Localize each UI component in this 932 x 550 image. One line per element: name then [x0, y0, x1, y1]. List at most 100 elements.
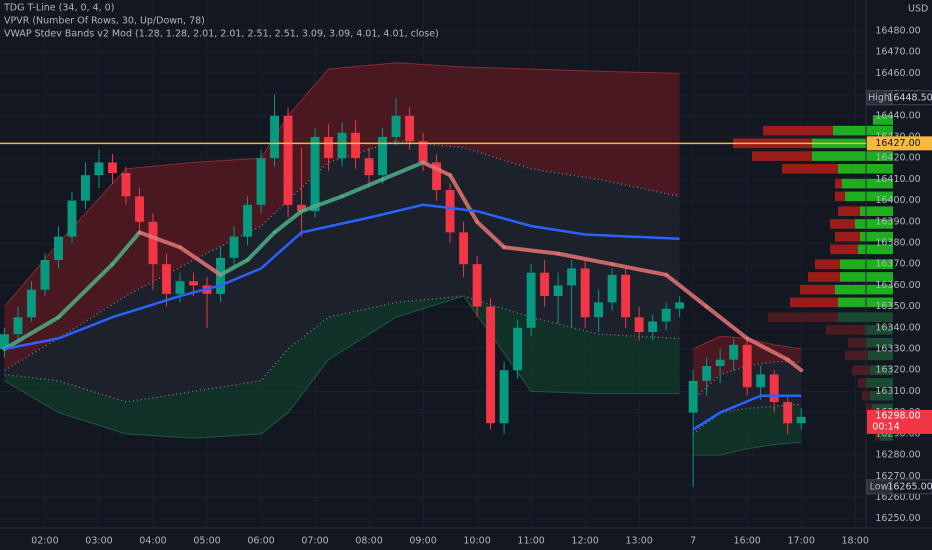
y-tick-label: 16410.00: [875, 174, 920, 185]
y-tick-label: 16460.00: [875, 68, 920, 79]
y-tick-label: 16250.00: [875, 513, 920, 524]
profile-up: [812, 151, 893, 161]
tline-segment: [110, 230, 142, 267]
candle-body: [0, 334, 9, 350]
candle-body: [688, 380, 698, 413]
x-tick-label: 11:00: [517, 536, 544, 547]
y-tick-label: 16270.00: [875, 471, 920, 482]
tline-segment: [556, 251, 615, 267]
tline-segment: [380, 160, 426, 182]
profile-up: [870, 390, 893, 401]
candle-body: [27, 289, 36, 318]
profile-up: [858, 244, 893, 255]
tline-segment: [704, 304, 750, 341]
profile-down: [768, 312, 838, 323]
candle-body: [729, 344, 739, 360]
lower-band-line: [693, 441, 802, 456]
candle-body: [553, 285, 563, 297]
profile-down: [815, 259, 840, 270]
candle-body: [796, 416, 806, 424]
y-tick-label: 16380.00: [875, 238, 920, 249]
profile-up: [866, 337, 893, 348]
upper-dotted-band: [692, 361, 802, 401]
candle-body: [459, 232, 469, 265]
candle-body: [418, 141, 428, 163]
tline-segment: [178, 245, 223, 277]
price-label: 16427.00: [875, 138, 920, 149]
candle-body: [621, 274, 631, 318]
profile-down: [752, 151, 812, 161]
x-tick-label: 16:00: [733, 536, 760, 547]
y-tick-label: 16480.00: [875, 25, 920, 36]
profile-down: [845, 350, 868, 361]
candle-body: [391, 115, 401, 137]
candle-body: [270, 115, 279, 159]
profile-down: [875, 431, 880, 441]
profile-up: [880, 431, 893, 441]
tline-segment: [2, 315, 61, 352]
x-tick-label: 17:00: [787, 536, 814, 547]
candle-body: [540, 272, 550, 297]
y-tick-label: 16350.00: [875, 301, 920, 312]
tline-segment: [664, 272, 709, 309]
profile-up: [842, 178, 893, 189]
tline-segment: [56, 262, 115, 320]
profile-down: [835, 191, 845, 202]
currency-label: USD: [908, 4, 928, 15]
profile-up: [860, 231, 893, 242]
tline-segment: [137, 230, 183, 250]
x-tick-label: 02:00: [31, 536, 58, 547]
lower-band-line: [4, 295, 680, 439]
profile-up: [870, 365, 893, 376]
candle-body: [13, 317, 23, 335]
x-tick-label: 03:00: [85, 536, 112, 547]
profile-down: [830, 219, 855, 229]
y-tick-label: 16470.00: [875, 47, 920, 58]
candle-body: [580, 268, 590, 318]
marker-tag: [866, 479, 893, 495]
indicator-label: VPVR (Number Of Rows, 30, Up/Down, 78): [4, 16, 205, 27]
candle-body: [297, 204, 306, 212]
profile-up: [860, 206, 893, 217]
tline-segment: [502, 245, 561, 256]
profile-up: [866, 378, 893, 388]
lower-band-fill: [693, 404, 802, 456]
indicator-label: TDG T-Line (34, 0, 4, 0): [3, 3, 114, 14]
y-tick-label: 16440.00: [875, 110, 920, 121]
candle-body: [445, 189, 455, 233]
candle-body: [634, 317, 644, 333]
candle-body: [364, 158, 374, 176]
profile-down: [763, 125, 833, 136]
x-tick-label: 04:00: [139, 536, 166, 547]
last-price-box: [867, 409, 932, 434]
marker-value: 16448.50: [887, 92, 932, 103]
y-tick-label: 16370.00: [875, 259, 920, 270]
profile-down: [866, 403, 872, 414]
candle-body: [715, 359, 725, 366]
candle-body: [702, 365, 712, 381]
profile-down: [835, 231, 860, 242]
tline-segment: [610, 262, 669, 277]
candle-body: [378, 136, 388, 176]
y-tick-label: 16420.00: [875, 153, 920, 164]
profile-up: [868, 350, 893, 361]
candle-body: [567, 268, 577, 286]
candle-body: [175, 281, 185, 294]
tline-segment: [448, 173, 480, 224]
candle-body: [40, 259, 50, 290]
x-tick-label: 08:00: [355, 536, 382, 547]
x-tick-label: 06:00: [247, 536, 274, 547]
candle-body: [148, 221, 158, 265]
profile-down: [826, 325, 865, 335]
candle-body: [94, 162, 104, 176]
candle-body: [229, 236, 239, 258]
y-tick-label: 16330.00: [875, 344, 920, 355]
x-tick-label: 10:00: [463, 536, 490, 547]
indicator-label: VWAP Stdev Bands v2 Mod (1.28, 1.28, 2.0…: [4, 29, 439, 40]
candle-body: [283, 115, 293, 205]
countdown: 00:14: [872, 421, 899, 432]
tline-segment: [245, 230, 277, 262]
tline-segment: [785, 357, 804, 373]
candle-body: [513, 327, 523, 371]
